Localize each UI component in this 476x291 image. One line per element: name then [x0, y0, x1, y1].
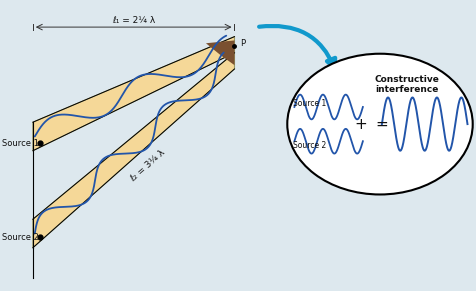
Text: Constructive
interference: Constructive interference [373, 75, 438, 94]
Ellipse shape [287, 54, 472, 194]
FancyArrowPatch shape [258, 26, 335, 68]
Text: Source 1: Source 1 [2, 139, 39, 148]
Text: Source 2: Source 2 [2, 233, 39, 242]
Text: Source 1: Source 1 [292, 99, 325, 108]
Text: +: + [354, 117, 367, 132]
Text: ℓ₂ = 3¼ λ: ℓ₂ = 3¼ λ [129, 148, 167, 184]
Text: P: P [240, 39, 245, 48]
Polygon shape [33, 53, 234, 248]
Text: =: = [375, 117, 387, 132]
Polygon shape [33, 37, 234, 151]
Polygon shape [206, 40, 234, 65]
Text: Source 2: Source 2 [292, 141, 325, 150]
Text: ℓ₁ = 2¼ λ: ℓ₁ = 2¼ λ [112, 16, 155, 25]
